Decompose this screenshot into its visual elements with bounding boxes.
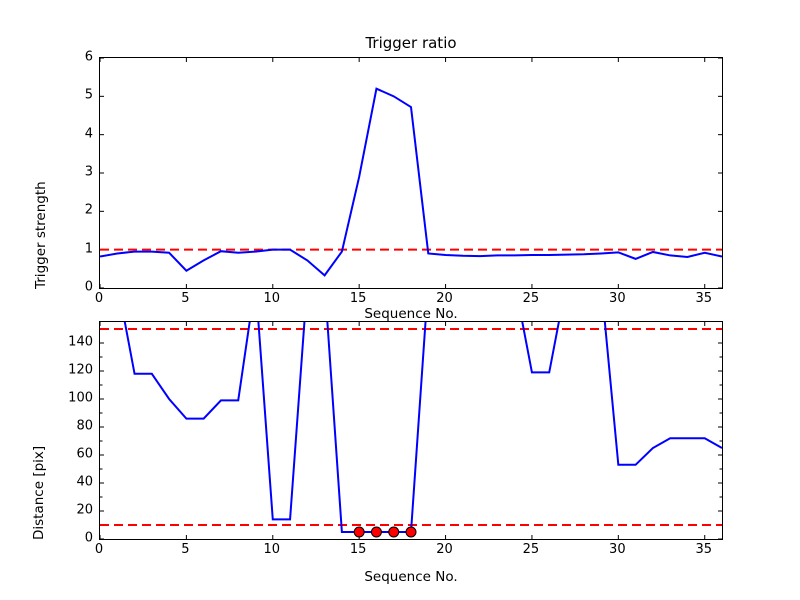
trigger-ratio-chart: Trigger ratio: [99, 34, 723, 289]
chart-title-trigger-ratio: Trigger ratio: [365, 34, 457, 52]
distance-plot-area: [100, 322, 722, 539]
y-tick-label: 140: [68, 334, 93, 350]
data-series-line: [123, 322, 722, 533]
x-tick-label: 25: [522, 542, 540, 557]
y-tick-label: 0: [84, 530, 93, 546]
y-tick-label: 4: [84, 126, 93, 142]
x-tick-label: 10: [263, 291, 281, 306]
y-tick-label: 100: [68, 390, 93, 406]
x-tick-label: 35: [695, 542, 712, 557]
x-tick-label: 15: [349, 542, 367, 557]
y-tick-label: 2: [84, 202, 93, 218]
y-tick-label: 120: [68, 362, 93, 378]
x-tick-label: 0: [94, 542, 104, 557]
trigger-ratio-x-axis-label: Sequence No.: [364, 306, 458, 322]
x-tick-label: 10: [263, 542, 281, 557]
y-tick-label: 5: [84, 87, 93, 103]
x-tick-label: 30: [609, 291, 626, 306]
x-tick-label: 35: [695, 291, 712, 306]
y-tick-label: 60: [76, 446, 93, 462]
y-tick-label: 3: [84, 164, 93, 180]
x-tick-label: 15: [349, 291, 367, 306]
distance-y-axis-label: Distance [pix]: [31, 445, 47, 540]
y-tick-label: 0: [84, 279, 93, 295]
x-tick-label: 20: [436, 542, 453, 557]
x-tick-label: 20: [436, 291, 453, 306]
y-tick-label: 40: [76, 474, 93, 490]
data-point-marker: [388, 526, 400, 538]
y-tick-label: 20: [76, 502, 93, 518]
data-point-marker: [353, 526, 365, 538]
x-tick-label: 5: [181, 542, 190, 557]
x-tick-label: 0: [94, 291, 104, 306]
data-point-marker: [405, 526, 417, 538]
trigger-ratio-plot-area: [100, 58, 722, 288]
distance-chart: [99, 321, 723, 540]
x-tick-label: 5: [181, 291, 190, 306]
data-series-line: [100, 87, 722, 277]
data-point-marker: [370, 526, 382, 538]
distance-x-axis-label: Sequence No.: [364, 569, 458, 585]
trigger-ratio-y-axis-label: Trigger strength: [33, 181, 49, 289]
y-tick-label: 6: [84, 49, 93, 65]
x-tick-label: 25: [522, 291, 540, 306]
x-tick-label: 30: [609, 542, 626, 557]
y-tick-label: 1: [84, 241, 93, 257]
y-tick-label: 80: [76, 418, 93, 434]
